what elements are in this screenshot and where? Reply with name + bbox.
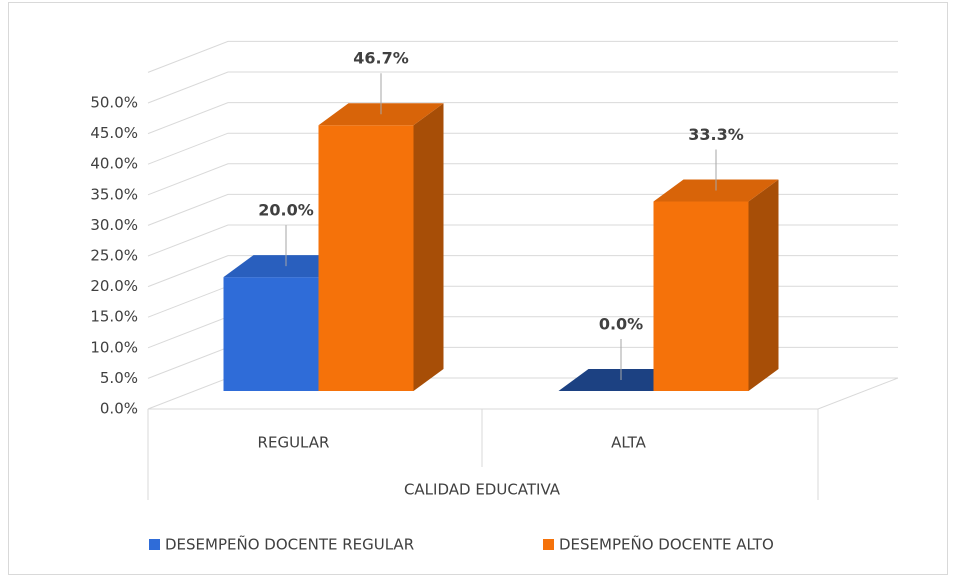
grid-line <box>147 132 898 165</box>
value-label: 46.7% <box>353 49 409 68</box>
x-tick-label: REGULAR <box>258 434 330 452</box>
y-tick-label: 25.0% <box>90 247 138 265</box>
x-tick-label: ALTA <box>611 434 647 452</box>
floor <box>148 377 899 410</box>
bar-front <box>223 277 319 391</box>
x-axis-title: CALIDAD EDUCATIVA <box>404 481 561 499</box>
value-label: 20.0% <box>258 201 314 220</box>
bar <box>318 103 444 391</box>
y-tick-label: 10.0% <box>90 338 138 356</box>
y-tick-label: 50.0% <box>90 94 138 112</box>
legend-label: DESEMPEÑO DOCENTE REGULAR <box>165 535 414 554</box>
y-tick-label: 40.0% <box>90 155 138 173</box>
chart-border <box>8 2 948 575</box>
grid-line <box>147 163 898 196</box>
y-tick-label: 20.0% <box>90 277 138 295</box>
bar-side <box>748 179 779 391</box>
y-tick-label: 30.0% <box>90 216 138 234</box>
legend-swatch <box>149 539 160 550</box>
value-label: 0.0% <box>599 315 643 334</box>
grid-line <box>147 224 898 257</box>
bar-front <box>318 125 414 391</box>
y-tick-label: 45.0% <box>90 124 138 142</box>
grid-line <box>147 102 898 135</box>
bar <box>653 179 779 391</box>
y-tick-label: 35.0% <box>90 185 138 203</box>
grid-line <box>147 71 898 104</box>
bar-side <box>413 103 444 391</box>
y-tick-label: 15.0% <box>90 308 138 326</box>
y-tick-label: 0.0% <box>100 400 138 418</box>
bar-front <box>653 201 749 391</box>
value-label: 33.3% <box>688 125 744 144</box>
grid-line <box>147 40 898 73</box>
legend-swatch <box>543 539 554 550</box>
legend-label: DESEMPEÑO DOCENTE ALTO <box>559 535 774 554</box>
y-tick-label: 5.0% <box>100 369 138 387</box>
